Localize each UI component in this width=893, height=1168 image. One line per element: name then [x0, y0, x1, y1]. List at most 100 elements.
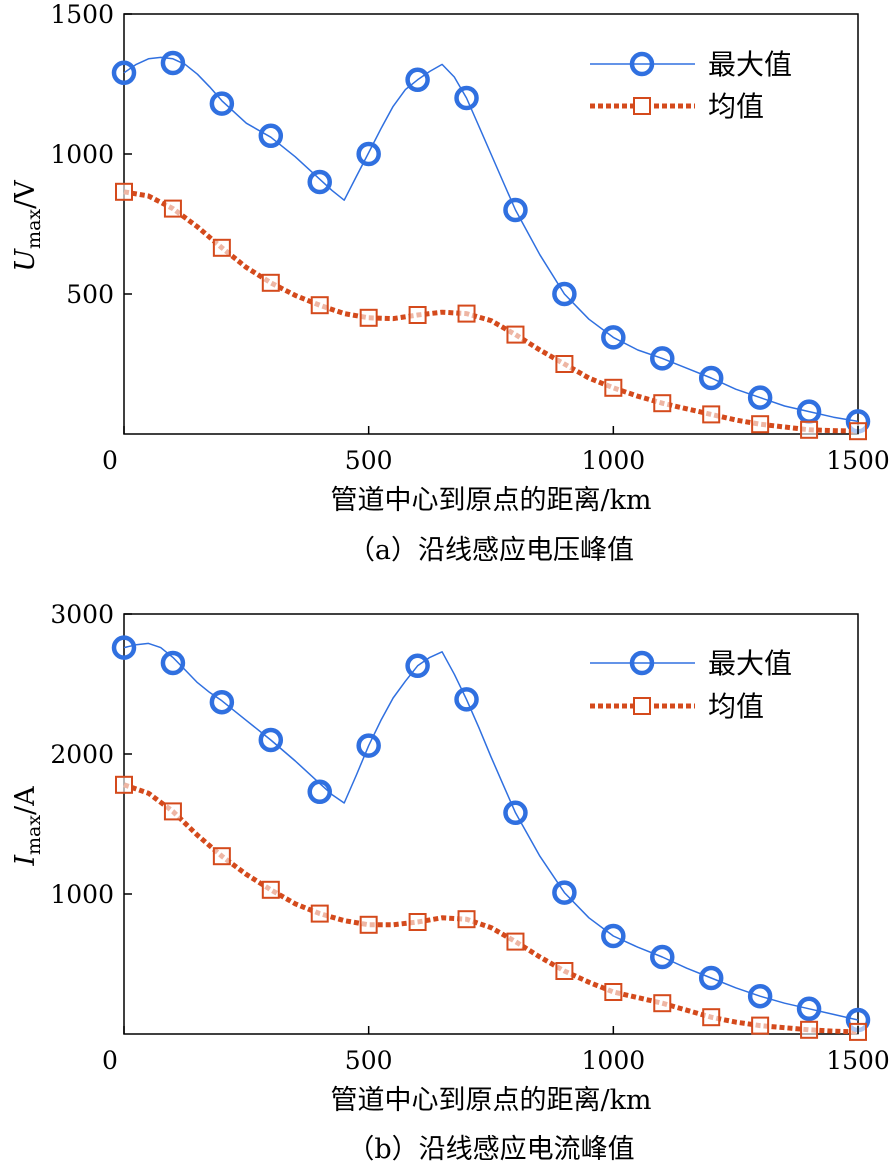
y-axis-label-subscript-a: max [23, 209, 45, 249]
max-series-line-b [123, 642, 859, 1021]
mean-series-point-b [310, 904, 329, 923]
mean-series-point-b [457, 910, 476, 929]
mean-series-point-a [702, 405, 721, 424]
legend-marker-max-a [629, 51, 655, 77]
legend-b: 最大值 均值 [590, 647, 792, 723]
mean-series-point-b [653, 994, 672, 1013]
y-tick-label-a: 1500 [50, 0, 114, 29]
y-axis-label-symbol-a: U [10, 248, 41, 272]
legend-label-mean-a: 均值 [708, 90, 764, 123]
max-series-point-a [698, 365, 724, 391]
y-ticks-b: 1000 2000 3000 [50, 600, 132, 909]
mean-series-point-b [702, 1008, 721, 1027]
mean-series-point-a [163, 199, 182, 218]
caption-b: （b）沿线感应电流峰值 [347, 1134, 634, 1165]
mean-series-point-a [408, 306, 427, 324]
legend-label-mean-b: 均值 [708, 690, 764, 723]
x-ticks-a: 0 500 1000 1500 [102, 426, 890, 475]
max-series-point-b [650, 944, 675, 970]
mean-series-point-b [555, 962, 574, 980]
mean-series-point-b [115, 775, 133, 794]
y-tick-label-b: 2000 [50, 740, 114, 769]
x-tick-label-a: 0 [102, 446, 118, 475]
max-series-point-b [405, 653, 430, 679]
caption-a: （a）沿线感应电压峰值 [348, 535, 634, 566]
mean-series-point-b [800, 1020, 819, 1039]
max-series-point-b [307, 779, 332, 805]
x-tick-label-a: 1000 [582, 446, 646, 475]
max-series-point-a [111, 60, 137, 86]
max-series-point-a [307, 169, 332, 195]
mean-series-line-a [123, 189, 859, 434]
mean-series-line-b [123, 782, 859, 1035]
mean-series-point-a [555, 355, 574, 373]
mean-series-point-b [212, 847, 231, 866]
max-series-point-b [698, 965, 724, 991]
series-markers-b [111, 635, 871, 1041]
y-tick-label-a: 1000 [50, 140, 114, 169]
series-markers-a [111, 50, 871, 441]
legend-marker-max-b [629, 650, 655, 676]
y-ticks-a: 500 1000 1500 [50, 0, 132, 309]
chart-panel-a: 0 500 1000 1500 500 1000 1500 最大值 均值 Umax/V 管… [10, 0, 890, 566]
mean-series-point-b [408, 913, 427, 931]
x-tick-label-b: 1000 [582, 1046, 646, 1075]
max-series-point-b [209, 689, 235, 715]
max-series-point-b [356, 733, 381, 758]
mean-series-point-a [310, 296, 329, 315]
max-series-point-b [160, 650, 186, 676]
mean-series-point-a [457, 304, 476, 323]
legend-marker-mean-b [633, 697, 651, 715]
y-tick-label-a: 500 [66, 280, 114, 309]
max-series-line-a [123, 56, 859, 423]
legend-marker-mean-a [633, 97, 651, 115]
mean-series-point-a [751, 415, 770, 434]
legend-a: 最大值 均值 [590, 48, 792, 123]
mean-series-point-a [359, 308, 378, 327]
mean-series-point-a [506, 325, 525, 344]
max-series-point-a [601, 325, 626, 350]
mean-series-point-b [163, 802, 182, 821]
x-tick-label-b: 0 [102, 1046, 118, 1075]
max-series-point-b [111, 635, 137, 660]
x-tick-label-b: 1500 [826, 1046, 890, 1075]
legend-label-max-a: 最大值 [708, 48, 792, 81]
x-tick-label-a: 500 [345, 446, 393, 475]
y-tick-label-b: 3000 [50, 600, 114, 629]
max-series-point-a [209, 91, 235, 116]
max-series-point-a [454, 85, 479, 111]
y-axis-label-a: Umax/V [10, 180, 45, 272]
max-series-point-b [454, 687, 479, 712]
max-series-point-a [650, 346, 675, 371]
x-ticks-b: 0 500 1000 1500 [102, 1026, 890, 1075]
max-series-point-a [160, 50, 186, 76]
mean-series-point-a [604, 378, 623, 397]
max-series-point-a [258, 123, 284, 149]
x-axis-label-b: 管道中心到原点的距离/km [330, 1085, 651, 1116]
x-tick-label-a: 1500 [826, 446, 890, 475]
mean-series-point-b [604, 983, 623, 1001]
y-tick-label-b: 1000 [50, 880, 114, 909]
legend-label-max-b: 最大值 [708, 647, 792, 680]
mean-series-point-a [653, 394, 672, 413]
mean-series-point-b [751, 1016, 770, 1035]
max-series-point-b [601, 923, 626, 949]
plot-frame-a [123, 13, 859, 435]
mean-series-point-a [115, 182, 133, 201]
max-series-point-a [356, 141, 381, 167]
y-axis-label-unit-b: /A [10, 786, 41, 815]
mean-series-point-b [261, 880, 280, 899]
series-curves-a [123, 56, 859, 434]
y-axis-label-unit-a: /V [10, 180, 41, 209]
plot-frame-b [123, 613, 859, 1035]
y-axis-label-symbol-b: I [10, 854, 41, 867]
series-curves-b [123, 642, 859, 1035]
mean-series-point-a [261, 273, 280, 292]
max-series-point-a [552, 281, 577, 307]
max-series-point-a [405, 67, 430, 93]
x-axis-label-a: 管道中心到原点的距离/km [330, 485, 651, 516]
max-series-point-b [796, 996, 822, 1022]
max-series-point-b [747, 983, 773, 1009]
